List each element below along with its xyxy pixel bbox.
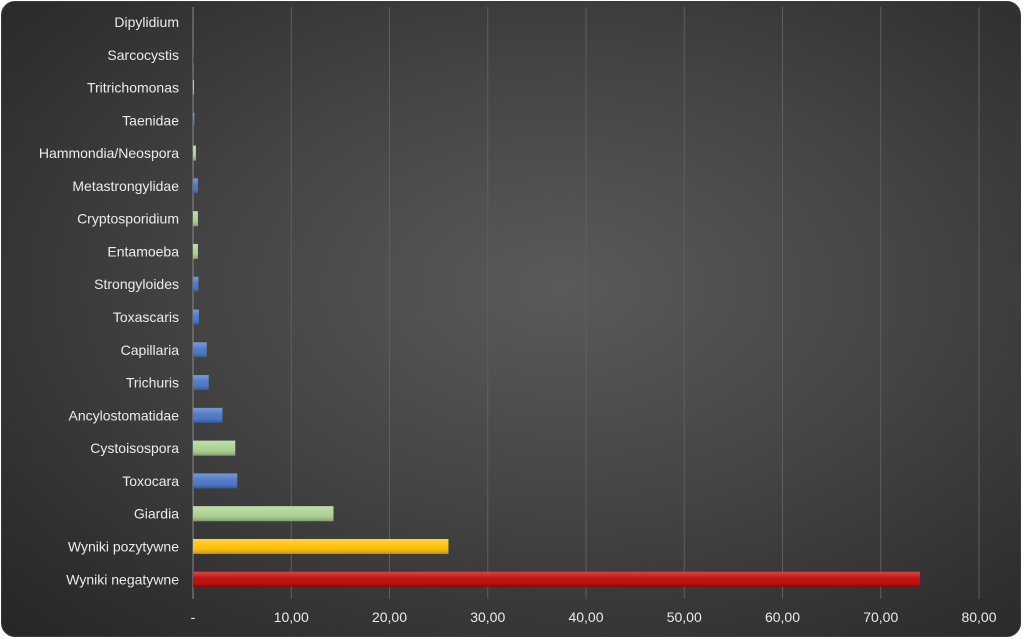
x-tick-label: 30,00 bbox=[470, 609, 505, 625]
bar-highlight bbox=[193, 440, 236, 456]
bar-highlight bbox=[193, 178, 198, 194]
category-label: Toxocara bbox=[122, 473, 179, 489]
bar-highlight bbox=[193, 309, 199, 325]
category-label: Tritrichomonas bbox=[87, 80, 179, 96]
bar-highlight bbox=[193, 243, 198, 259]
x-tick-label: - bbox=[191, 609, 196, 625]
bar-highlight bbox=[193, 538, 449, 554]
category-label: Cystoisospora bbox=[90, 440, 179, 456]
category-label: Cryptosporidium bbox=[77, 211, 179, 227]
category-label: Ancylostomatidae bbox=[68, 407, 179, 423]
x-tick-label: 80,00 bbox=[961, 609, 996, 625]
category-label: Giardia bbox=[134, 506, 179, 522]
category-axis: Dipylidium Sarcocystis Tritrichomonas Taeni… bbox=[39, 14, 179, 587]
bar-highlight bbox=[193, 375, 209, 391]
x-tick-label: 20,00 bbox=[372, 609, 407, 625]
value-axis: - 10,00 20,00 30,00 40,00 50,00 60,00 70,00 80,0… bbox=[191, 609, 997, 625]
bar-highlight bbox=[193, 211, 198, 227]
category-label: Toxascaris bbox=[113, 309, 179, 325]
bar-highlight bbox=[193, 342, 207, 358]
gridlines bbox=[192, 7, 980, 599]
category-label: Sarcocystis bbox=[107, 47, 179, 63]
bar-highlight bbox=[193, 571, 921, 587]
bars bbox=[193, 47, 921, 587]
bar-highlight bbox=[193, 145, 196, 161]
category-label: Trichuris bbox=[126, 375, 179, 391]
x-tick-label: 50,00 bbox=[667, 609, 702, 625]
bar-highlight bbox=[193, 473, 238, 489]
bar-highlight bbox=[193, 506, 334, 522]
category-label: Capillaria bbox=[121, 342, 180, 358]
bar-highlight bbox=[193, 112, 195, 128]
category-label: Strongyloides bbox=[94, 276, 179, 292]
x-tick-label: 40,00 bbox=[568, 609, 603, 625]
x-tick-label: 60,00 bbox=[765, 609, 800, 625]
category-label: Entamoeba bbox=[107, 243, 179, 259]
category-label: Taenidae bbox=[122, 112, 179, 128]
bar-highlight bbox=[193, 276, 199, 292]
bar-highlight bbox=[193, 407, 223, 423]
category-label: Wyniki pozytywne bbox=[68, 538, 179, 554]
category-label: Metastrongylidae bbox=[72, 178, 179, 194]
x-tick-label: 70,00 bbox=[863, 609, 898, 625]
x-tick-label: 10,00 bbox=[274, 609, 309, 625]
category-label: Wyniki negatywne bbox=[66, 571, 179, 587]
category-label: Hammondia/Neospora bbox=[39, 145, 179, 161]
category-label: Dipylidium bbox=[114, 14, 179, 30]
bar-highlight bbox=[193, 80, 194, 96]
